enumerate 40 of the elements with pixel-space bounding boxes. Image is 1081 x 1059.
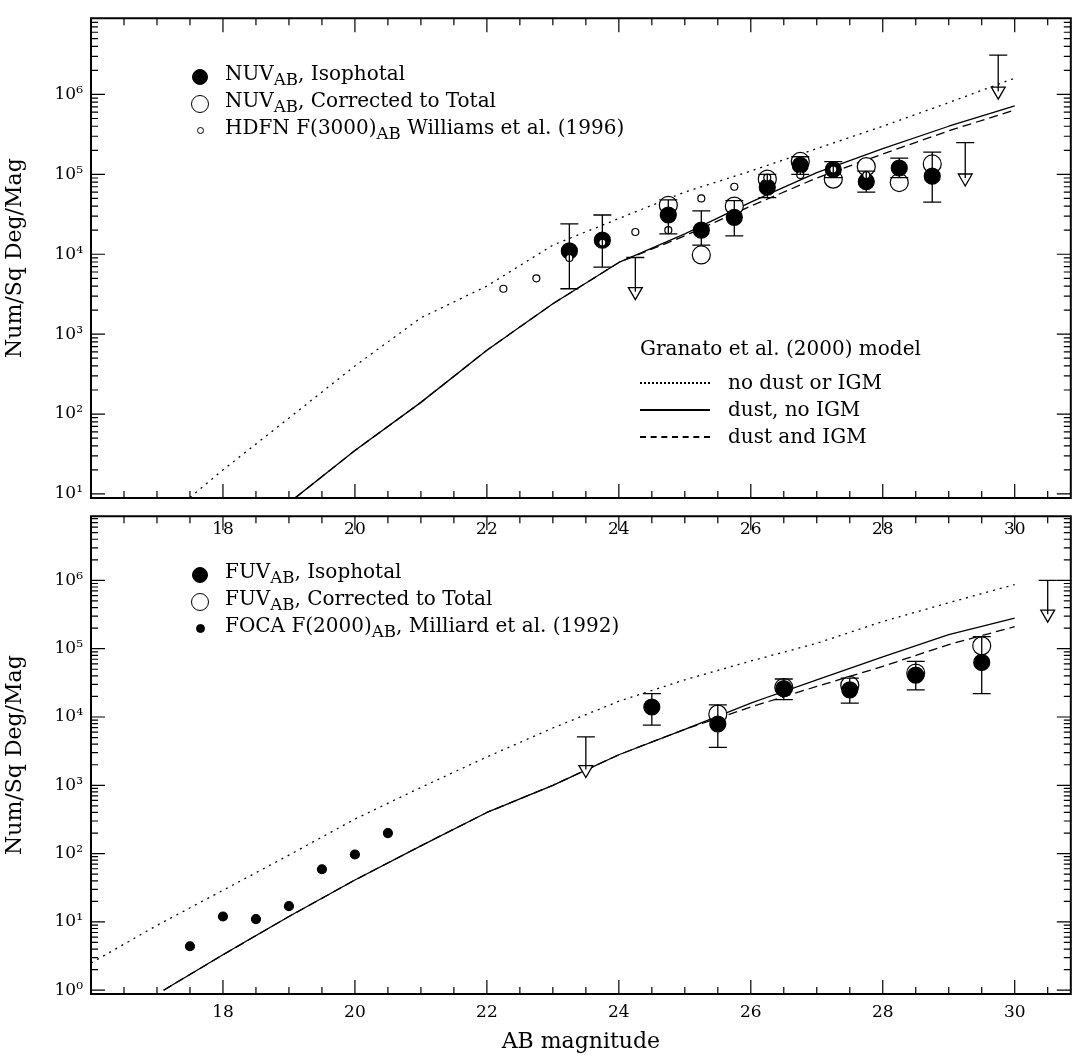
legend-label: NUV$_{AB}$, Corrected to Total (225, 88, 496, 116)
y-tick-label: 10² (54, 402, 83, 423)
legend-label: FUV$_{AB}$, Corrected to Total (225, 586, 493, 614)
x-tick-label: 30 (1003, 1000, 1026, 1021)
legend-label: dust, no IGM (728, 396, 861, 423)
x-tick-label: 18 (212, 517, 234, 538)
y-tick-label: 10³ (54, 322, 83, 343)
x-tick-label: 22 (476, 517, 498, 538)
y-axis-title: Num/Sq Deg/Mag (0, 655, 26, 855)
y-tick-label: 10¹ (54, 482, 83, 503)
legend-label: NUV$_{AB}$, Isophotal (225, 61, 406, 89)
y-tick-label: 10⁶ (54, 82, 84, 103)
y-tick-label: 10⁵ (54, 162, 84, 183)
x-tick-label: 28 (871, 1000, 894, 1021)
legend-label: dust and IGM (728, 423, 867, 450)
legend-title: Granato et al. (2000) model (640, 335, 921, 362)
x-tick-label: 20 (344, 1000, 366, 1021)
x-tick-label: 24 (608, 517, 630, 538)
x-tick-label: 28 (871, 517, 894, 538)
y-tick-label: 10³ (54, 773, 83, 794)
legend-label: FUV$_{AB}$, Isophotal (225, 559, 402, 587)
x-tick-label: 22 (476, 1000, 498, 1021)
x-tick-label: 18 (212, 1000, 234, 1021)
y-tick-label: 10⁰ (54, 978, 84, 999)
x-tick-label: 26 (739, 517, 762, 538)
x-tick-label: 26 (739, 1000, 762, 1021)
y-tick-label: 10⁴ (54, 242, 84, 263)
x-tick-label: 30 (1003, 517, 1026, 538)
legend-label: HDFN F(3000)$_{AB}$ Williams et al. (1996) (225, 114, 625, 145)
y-tick-label: 10¹ (54, 910, 83, 931)
y-tick-label: 10⁶ (54, 568, 84, 589)
x-tick-label: 24 (608, 1000, 630, 1021)
legend-label: FOCA F(2000)$_{AB}$, Milliard et al. (1992) (225, 612, 620, 643)
x-tick-label: 20 (344, 517, 366, 538)
y-tick-label: 10² (54, 842, 83, 863)
x-axis-title: AB magnitude (500, 1027, 661, 1053)
y-tick-label: 10⁴ (54, 705, 84, 726)
y-axis-title: Num/Sq Deg/Mag (0, 158, 26, 358)
y-tick-label: 10⁵ (54, 637, 84, 658)
legend-label: no dust or IGM (728, 369, 882, 396)
